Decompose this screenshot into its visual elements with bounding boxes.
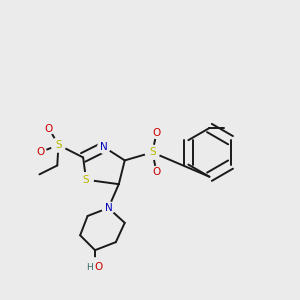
Circle shape bbox=[85, 258, 104, 277]
Text: N: N bbox=[100, 142, 108, 152]
Circle shape bbox=[145, 145, 160, 160]
Circle shape bbox=[102, 202, 115, 214]
Text: O: O bbox=[45, 124, 53, 134]
Text: O: O bbox=[37, 147, 45, 157]
Circle shape bbox=[98, 141, 110, 153]
Circle shape bbox=[51, 138, 66, 152]
Circle shape bbox=[43, 123, 55, 134]
Text: N: N bbox=[104, 203, 112, 213]
Text: O: O bbox=[152, 167, 161, 177]
Text: O: O bbox=[152, 128, 161, 138]
Circle shape bbox=[151, 127, 162, 138]
Circle shape bbox=[79, 172, 93, 187]
Circle shape bbox=[35, 146, 46, 158]
Text: S: S bbox=[83, 175, 89, 185]
Text: H: H bbox=[86, 263, 93, 272]
Text: S: S bbox=[55, 140, 62, 150]
Text: S: S bbox=[149, 147, 156, 158]
Text: O: O bbox=[94, 262, 103, 272]
Circle shape bbox=[151, 166, 162, 178]
